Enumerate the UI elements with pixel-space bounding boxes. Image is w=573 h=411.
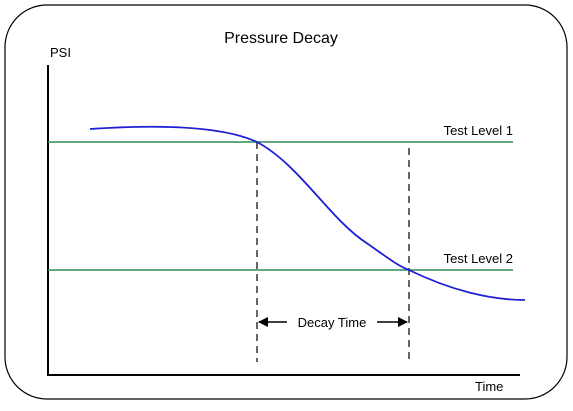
level-label: Test Level 2 bbox=[444, 251, 513, 266]
title: Pressure Decay bbox=[224, 30, 338, 47]
y-axis-label: PSI bbox=[50, 45, 71, 60]
frame bbox=[4, 4, 568, 400]
pressure-curve bbox=[89, 125, 526, 301]
level-label: Test Level 1 bbox=[444, 123, 513, 138]
arrowhead bbox=[398, 317, 408, 327]
arrowhead bbox=[258, 317, 268, 327]
interval-label: Decay Time bbox=[298, 315, 367, 330]
x-axis-label: Time bbox=[475, 379, 503, 394]
